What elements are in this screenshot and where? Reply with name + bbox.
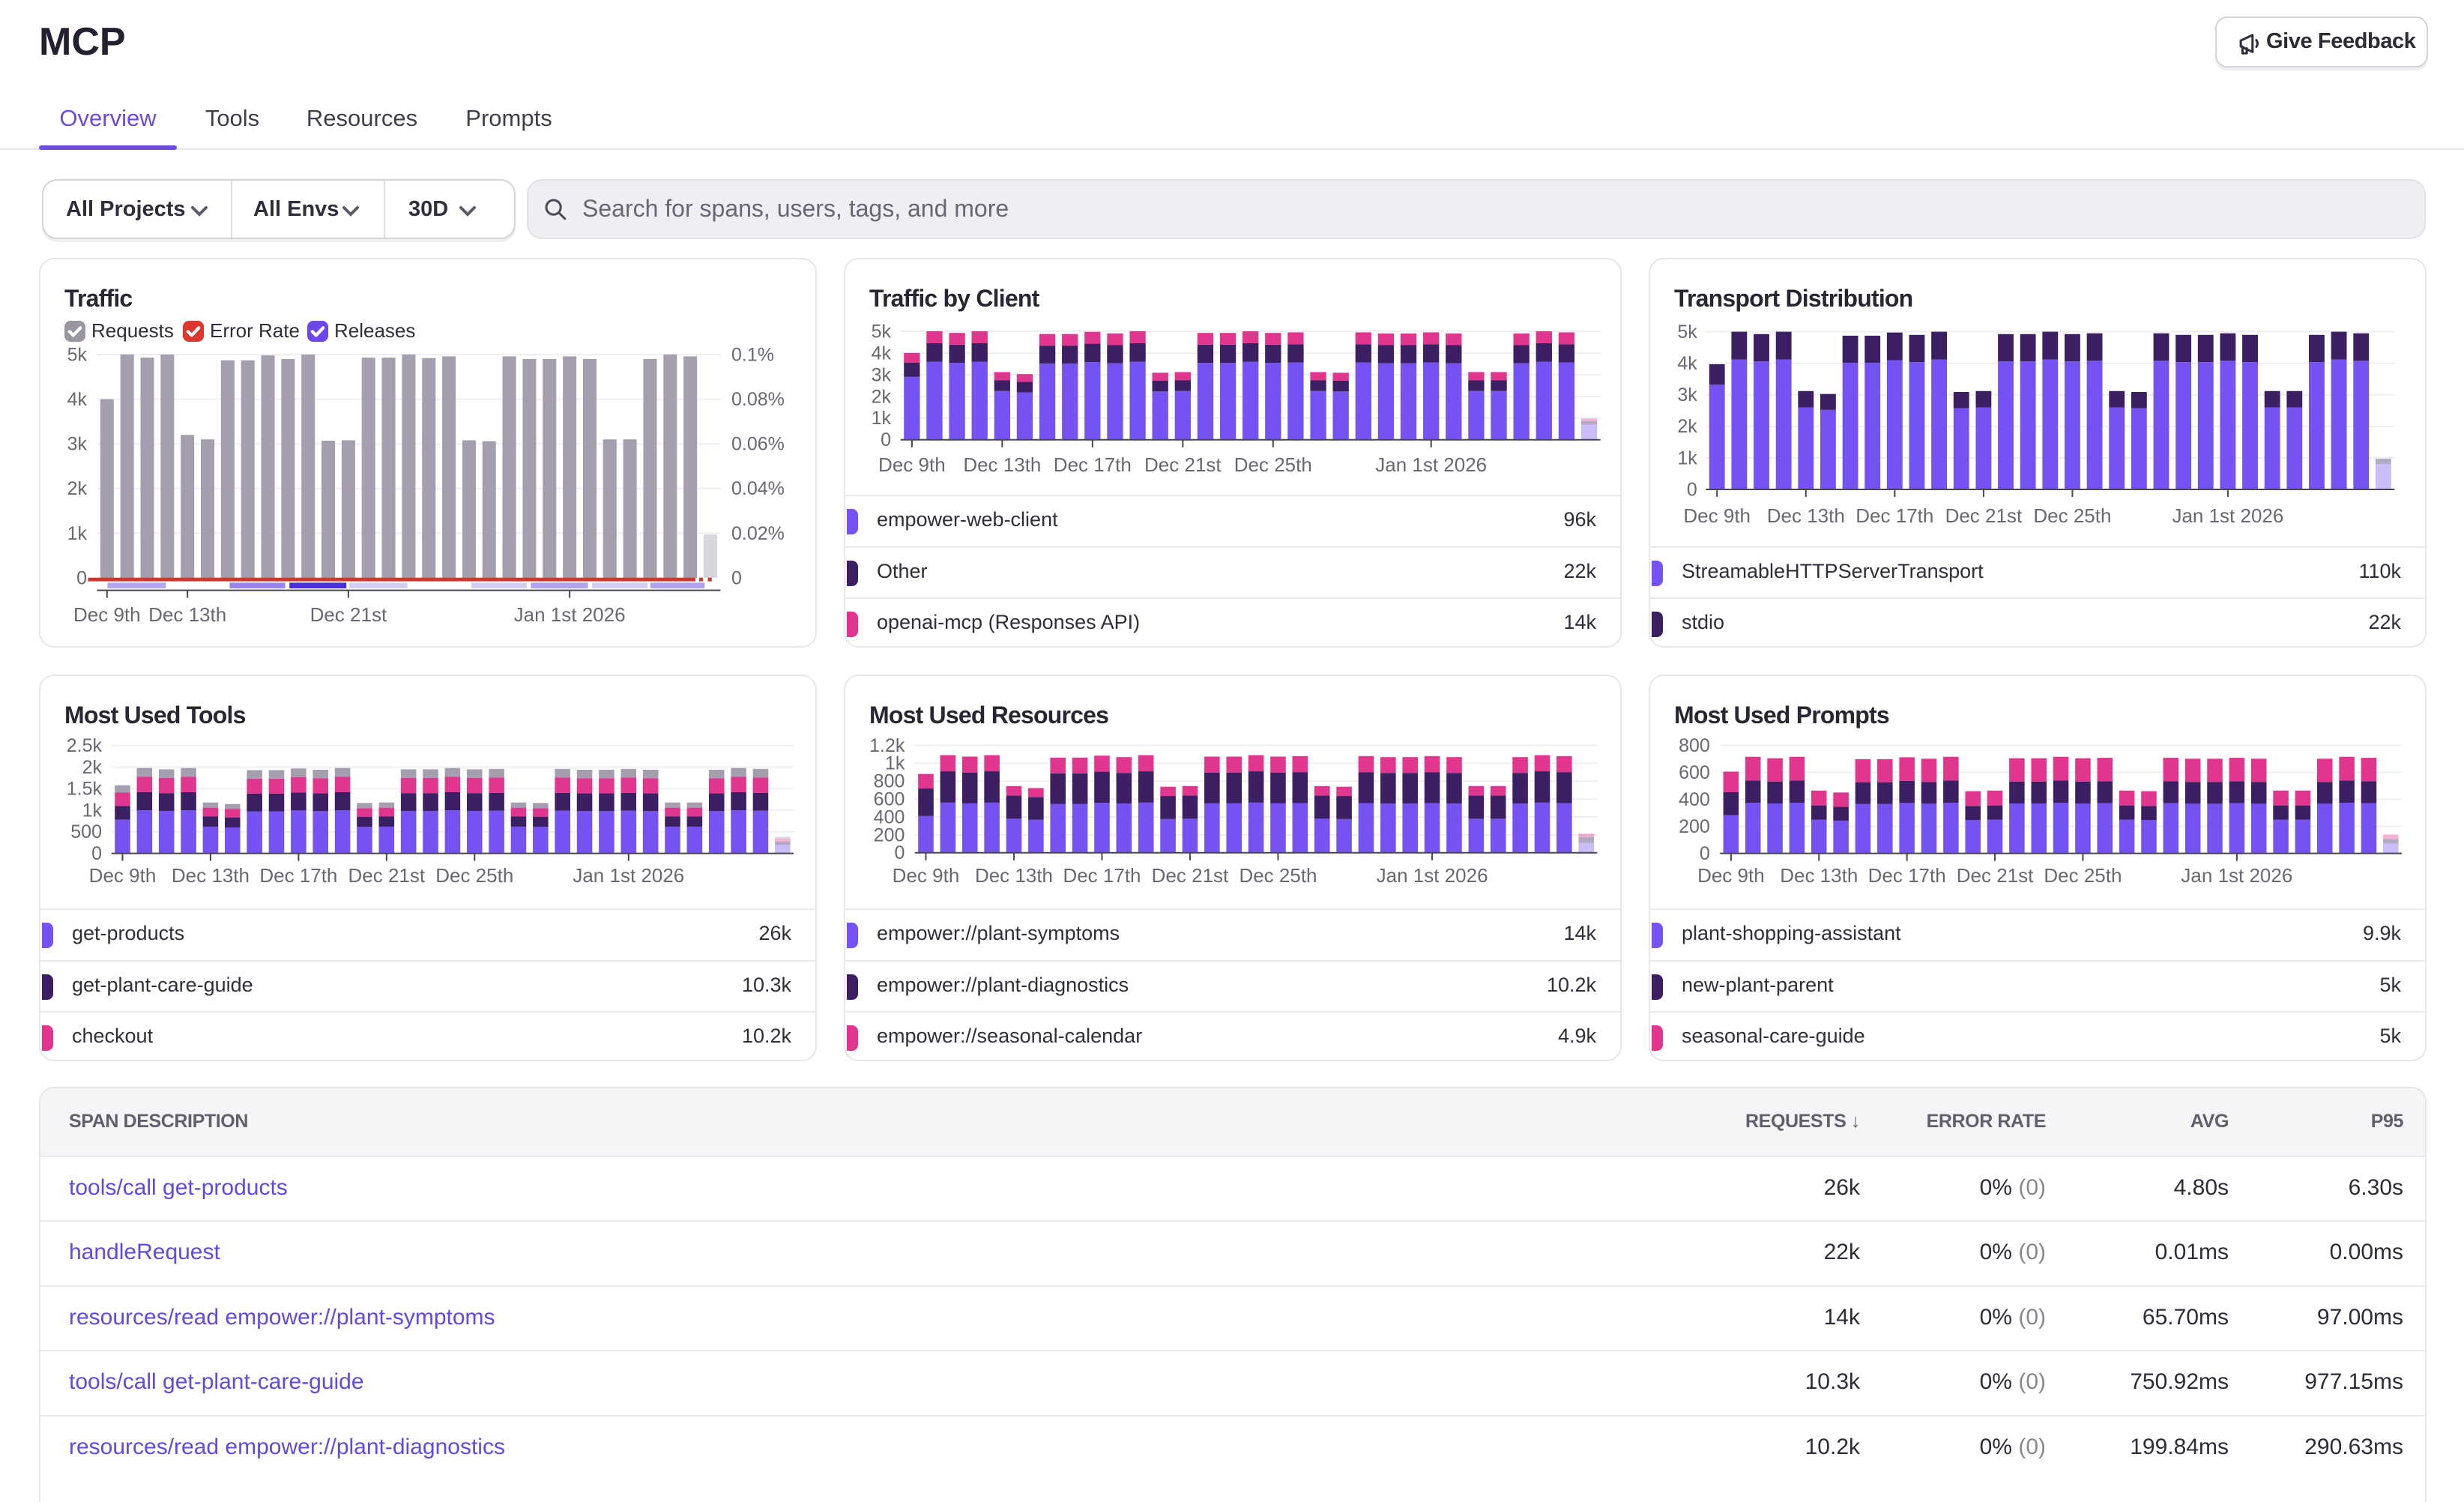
svg-text:Dec 13th: Dec 13th <box>172 864 250 887</box>
svg-text:400: 400 <box>1679 789 1710 810</box>
svg-text:Dec 17th: Dec 17th <box>1868 864 1946 887</box>
svg-text:Dec 21st: Dec 21st <box>1945 504 2023 527</box>
svg-text:2k: 2k <box>82 757 103 778</box>
svg-text:200: 200 <box>1679 816 1710 837</box>
svg-text:Dec 21st: Dec 21st <box>1152 864 1229 887</box>
svg-text:1k: 1k <box>872 408 892 429</box>
svg-text:Dec 17th: Dec 17th <box>1063 864 1141 887</box>
svg-text:400: 400 <box>874 806 905 827</box>
svg-text:Dec 13th: Dec 13th <box>1767 504 1845 527</box>
svg-text:4k: 4k <box>67 389 88 410</box>
svg-text:3k: 3k <box>1677 384 1697 405</box>
svg-text:0.02%: 0.02% <box>731 523 785 544</box>
svg-text:500: 500 <box>70 821 102 842</box>
svg-text:Dec 13th: Dec 13th <box>148 603 226 626</box>
svg-text:3k: 3k <box>67 434 88 455</box>
svg-text:Dec 9th: Dec 9th <box>878 453 946 476</box>
svg-text:Dec 25th: Dec 25th <box>1239 864 1317 887</box>
svg-text:4k: 4k <box>1677 353 1697 374</box>
svg-text:1k: 1k <box>67 523 88 544</box>
svg-text:Dec 25th: Dec 25th <box>2033 504 2111 527</box>
svg-text:Dec 13th: Dec 13th <box>963 453 1041 476</box>
svg-text:1k: 1k <box>1677 447 1697 468</box>
svg-text:0.06%: 0.06% <box>731 434 785 455</box>
svg-text:Dec 17th: Dec 17th <box>259 864 337 887</box>
svg-text:0: 0 <box>731 567 742 588</box>
svg-text:Dec 9th: Dec 9th <box>1683 504 1751 527</box>
svg-text:Jan 1st 2026: Jan 1st 2026 <box>2181 864 2292 887</box>
svg-text:2.5k: 2.5k <box>67 735 103 756</box>
svg-text:Jan 1st 2026: Jan 1st 2026 <box>1375 453 1487 476</box>
svg-text:Dec 25th: Dec 25th <box>1234 453 1312 476</box>
svg-text:0.04%: 0.04% <box>731 478 785 499</box>
svg-text:Dec 21st: Dec 21st <box>310 603 387 626</box>
svg-text:200: 200 <box>874 824 905 845</box>
svg-text:0: 0 <box>1687 479 1697 500</box>
svg-text:0: 0 <box>1700 843 1710 864</box>
svg-text:Jan 1st 2026: Jan 1st 2026 <box>2172 504 2283 527</box>
svg-text:0.08%: 0.08% <box>731 389 785 410</box>
svg-text:Dec 17th: Dec 17th <box>1855 504 1933 527</box>
svg-text:Dec 25th: Dec 25th <box>435 864 513 887</box>
svg-text:0: 0 <box>76 567 87 588</box>
svg-text:4k: 4k <box>872 343 892 364</box>
svg-text:2k: 2k <box>872 386 892 407</box>
svg-text:5k: 5k <box>1677 322 1697 343</box>
svg-text:1k: 1k <box>885 753 905 774</box>
svg-text:Dec 9th: Dec 9th <box>1697 864 1765 887</box>
svg-text:800: 800 <box>1679 735 1710 756</box>
svg-text:1.2k: 1.2k <box>869 735 905 756</box>
svg-text:1k: 1k <box>82 800 103 821</box>
svg-text:Dec 21st: Dec 21st <box>348 864 426 887</box>
svg-text:Dec 21st: Dec 21st <box>1144 453 1222 476</box>
svg-text:Dec 21st: Dec 21st <box>1957 864 2034 887</box>
svg-text:0: 0 <box>91 843 102 864</box>
svg-text:Dec 17th: Dec 17th <box>1054 453 1132 476</box>
svg-text:Jan 1st 2026: Jan 1st 2026 <box>1377 864 1488 887</box>
svg-text:0: 0 <box>894 842 905 863</box>
svg-text:Dec 9th: Dec 9th <box>73 603 141 626</box>
svg-text:Jan 1st 2026: Jan 1st 2026 <box>573 864 684 887</box>
svg-text:Dec 9th: Dec 9th <box>893 864 960 887</box>
svg-text:5k: 5k <box>67 344 88 365</box>
svg-text:3k: 3k <box>872 364 892 385</box>
svg-text:Dec 9th: Dec 9th <box>89 864 157 887</box>
svg-text:Dec 25th: Dec 25th <box>2044 864 2122 887</box>
svg-text:1.5k: 1.5k <box>67 779 103 800</box>
svg-text:5k: 5k <box>872 321 892 342</box>
svg-text:600: 600 <box>874 789 905 810</box>
svg-text:0.1%: 0.1% <box>731 344 774 365</box>
svg-text:Dec 13th: Dec 13th <box>975 864 1053 887</box>
svg-text:0: 0 <box>881 429 891 450</box>
svg-text:800: 800 <box>874 771 905 792</box>
svg-text:Jan 1st 2026: Jan 1st 2026 <box>514 603 626 626</box>
svg-text:2k: 2k <box>1677 416 1697 437</box>
svg-text:2k: 2k <box>67 478 88 499</box>
svg-text:Dec 13th: Dec 13th <box>1780 864 1858 887</box>
svg-text:600: 600 <box>1679 762 1710 783</box>
